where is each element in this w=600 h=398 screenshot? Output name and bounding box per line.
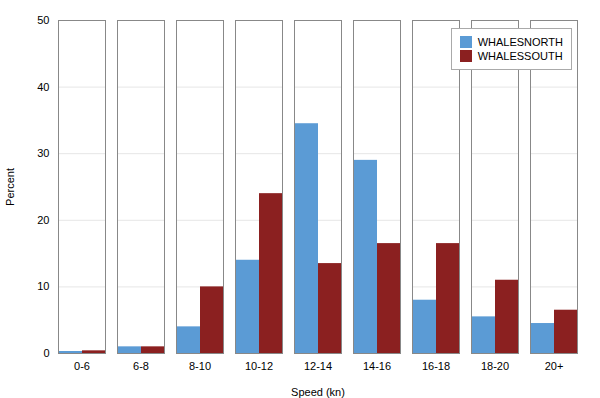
svg-text:30: 30	[37, 147, 49, 159]
svg-text:8-10: 8-10	[189, 360, 211, 372]
svg-text:20: 20	[37, 214, 49, 226]
html-text:WHALESSOUTH: WHALESSOUTH	[477, 50, 563, 62]
svg-text:16-18: 16-18	[422, 360, 450, 372]
svg-text:14-16: 14-16	[363, 360, 391, 372]
svg-text:Speed (kn): Speed (kn)	[291, 386, 345, 398]
svg-text:Percent: Percent	[4, 168, 16, 206]
svg-text:12-14: 12-14	[304, 360, 332, 372]
svg-text:10: 10	[37, 280, 49, 292]
svg-text:18-20: 18-20	[481, 360, 509, 372]
svg-text:6-8: 6-8	[133, 360, 149, 372]
svg-text:50: 50	[37, 14, 49, 26]
svg-text:10-12: 10-12	[245, 360, 273, 372]
svg-text:0: 0	[43, 347, 49, 359]
svg-text:0-6: 0-6	[74, 360, 90, 372]
svg-text:20+: 20+	[545, 360, 564, 372]
html-text:WHALESNORTH: WHALESNORTH	[477, 36, 563, 48]
svg-text:40: 40	[37, 81, 49, 93]
